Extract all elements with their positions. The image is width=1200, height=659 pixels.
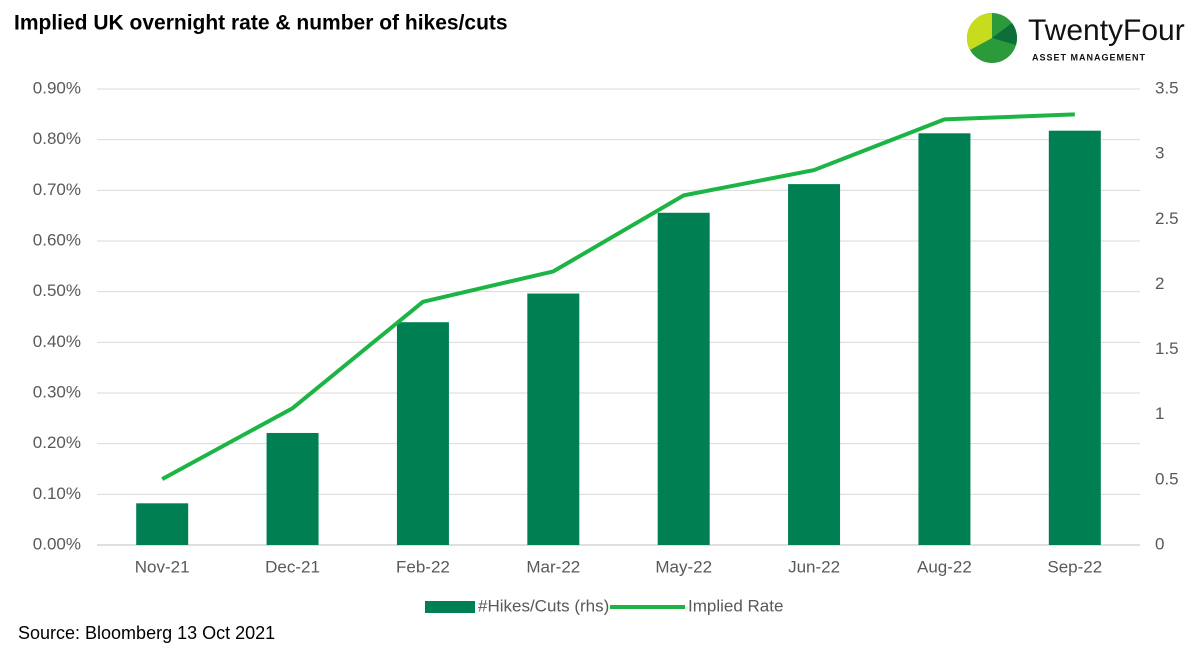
bar (527, 293, 580, 545)
logo: TwentyFour ASSET MANAGEMENT (966, 12, 1185, 63)
y-tick-label: 0.90% (33, 78, 81, 97)
line (161, 112, 1075, 481)
y2-tick-label: 2.5 (1155, 209, 1179, 228)
y2-tick-label: 3.5 (1155, 78, 1179, 97)
bar (918, 133, 971, 545)
x-tick-label: Sep-22 (1047, 557, 1102, 576)
y2-tick-label: 0 (1155, 534, 1164, 553)
y-tick-label: 0.50% (33, 281, 81, 300)
bar (396, 322, 449, 545)
source-note: Source: Bloomberg 13 Oct 2021 (18, 623, 275, 643)
y-tick-label: 0.60% (33, 230, 81, 249)
y-tick-label: 0.00% (33, 534, 81, 553)
bar (266, 432, 319, 545)
chart-title: Implied UK overnight rate & number of hi… (14, 12, 508, 35)
bar (1048, 130, 1101, 546)
x-tick-label: Feb-22 (396, 557, 450, 576)
logo-mark-part (992, 23, 1017, 45)
y-tick-label: 0.20% (33, 433, 81, 452)
legend-label: Implied Rate (688, 596, 783, 615)
y-tick-label: 0.70% (33, 180, 81, 199)
bar (136, 503, 189, 545)
y2-tick-label: 0.5 (1155, 469, 1179, 488)
bar (788, 184, 841, 545)
x-tick-label: Dec-21 (265, 557, 320, 576)
x-tick-label: Nov-21 (135, 557, 190, 576)
logo-tagline: ASSET MANAGEMENT (1032, 52, 1146, 62)
y-tick-label: 0.10% (33, 484, 81, 503)
logo-name: TwentyFour (1028, 14, 1185, 47)
x-tick-label: Jun-22 (788, 557, 840, 576)
bar (657, 212, 710, 545)
y-tick-label: 0.40% (33, 332, 81, 351)
y2-tick-label: 2 (1155, 274, 1164, 293)
y2-tick-label: 3 (1155, 144, 1164, 163)
x-tick-label: Aug-22 (917, 557, 972, 576)
y2-tick-label: 1 (1155, 404, 1164, 423)
legend-label: #Hikes/Cuts (rhs) (478, 596, 609, 615)
legend-swatch (425, 601, 475, 613)
y2-tick-label: 1.5 (1155, 339, 1179, 358)
y-tick-label: 0.80% (33, 129, 81, 148)
x-tick-label: May-22 (655, 557, 712, 576)
y-tick-label: 0.30% (33, 382, 81, 401)
x-tick-label: Mar-22 (526, 557, 580, 576)
logo-mark-part (966, 12, 992, 50)
